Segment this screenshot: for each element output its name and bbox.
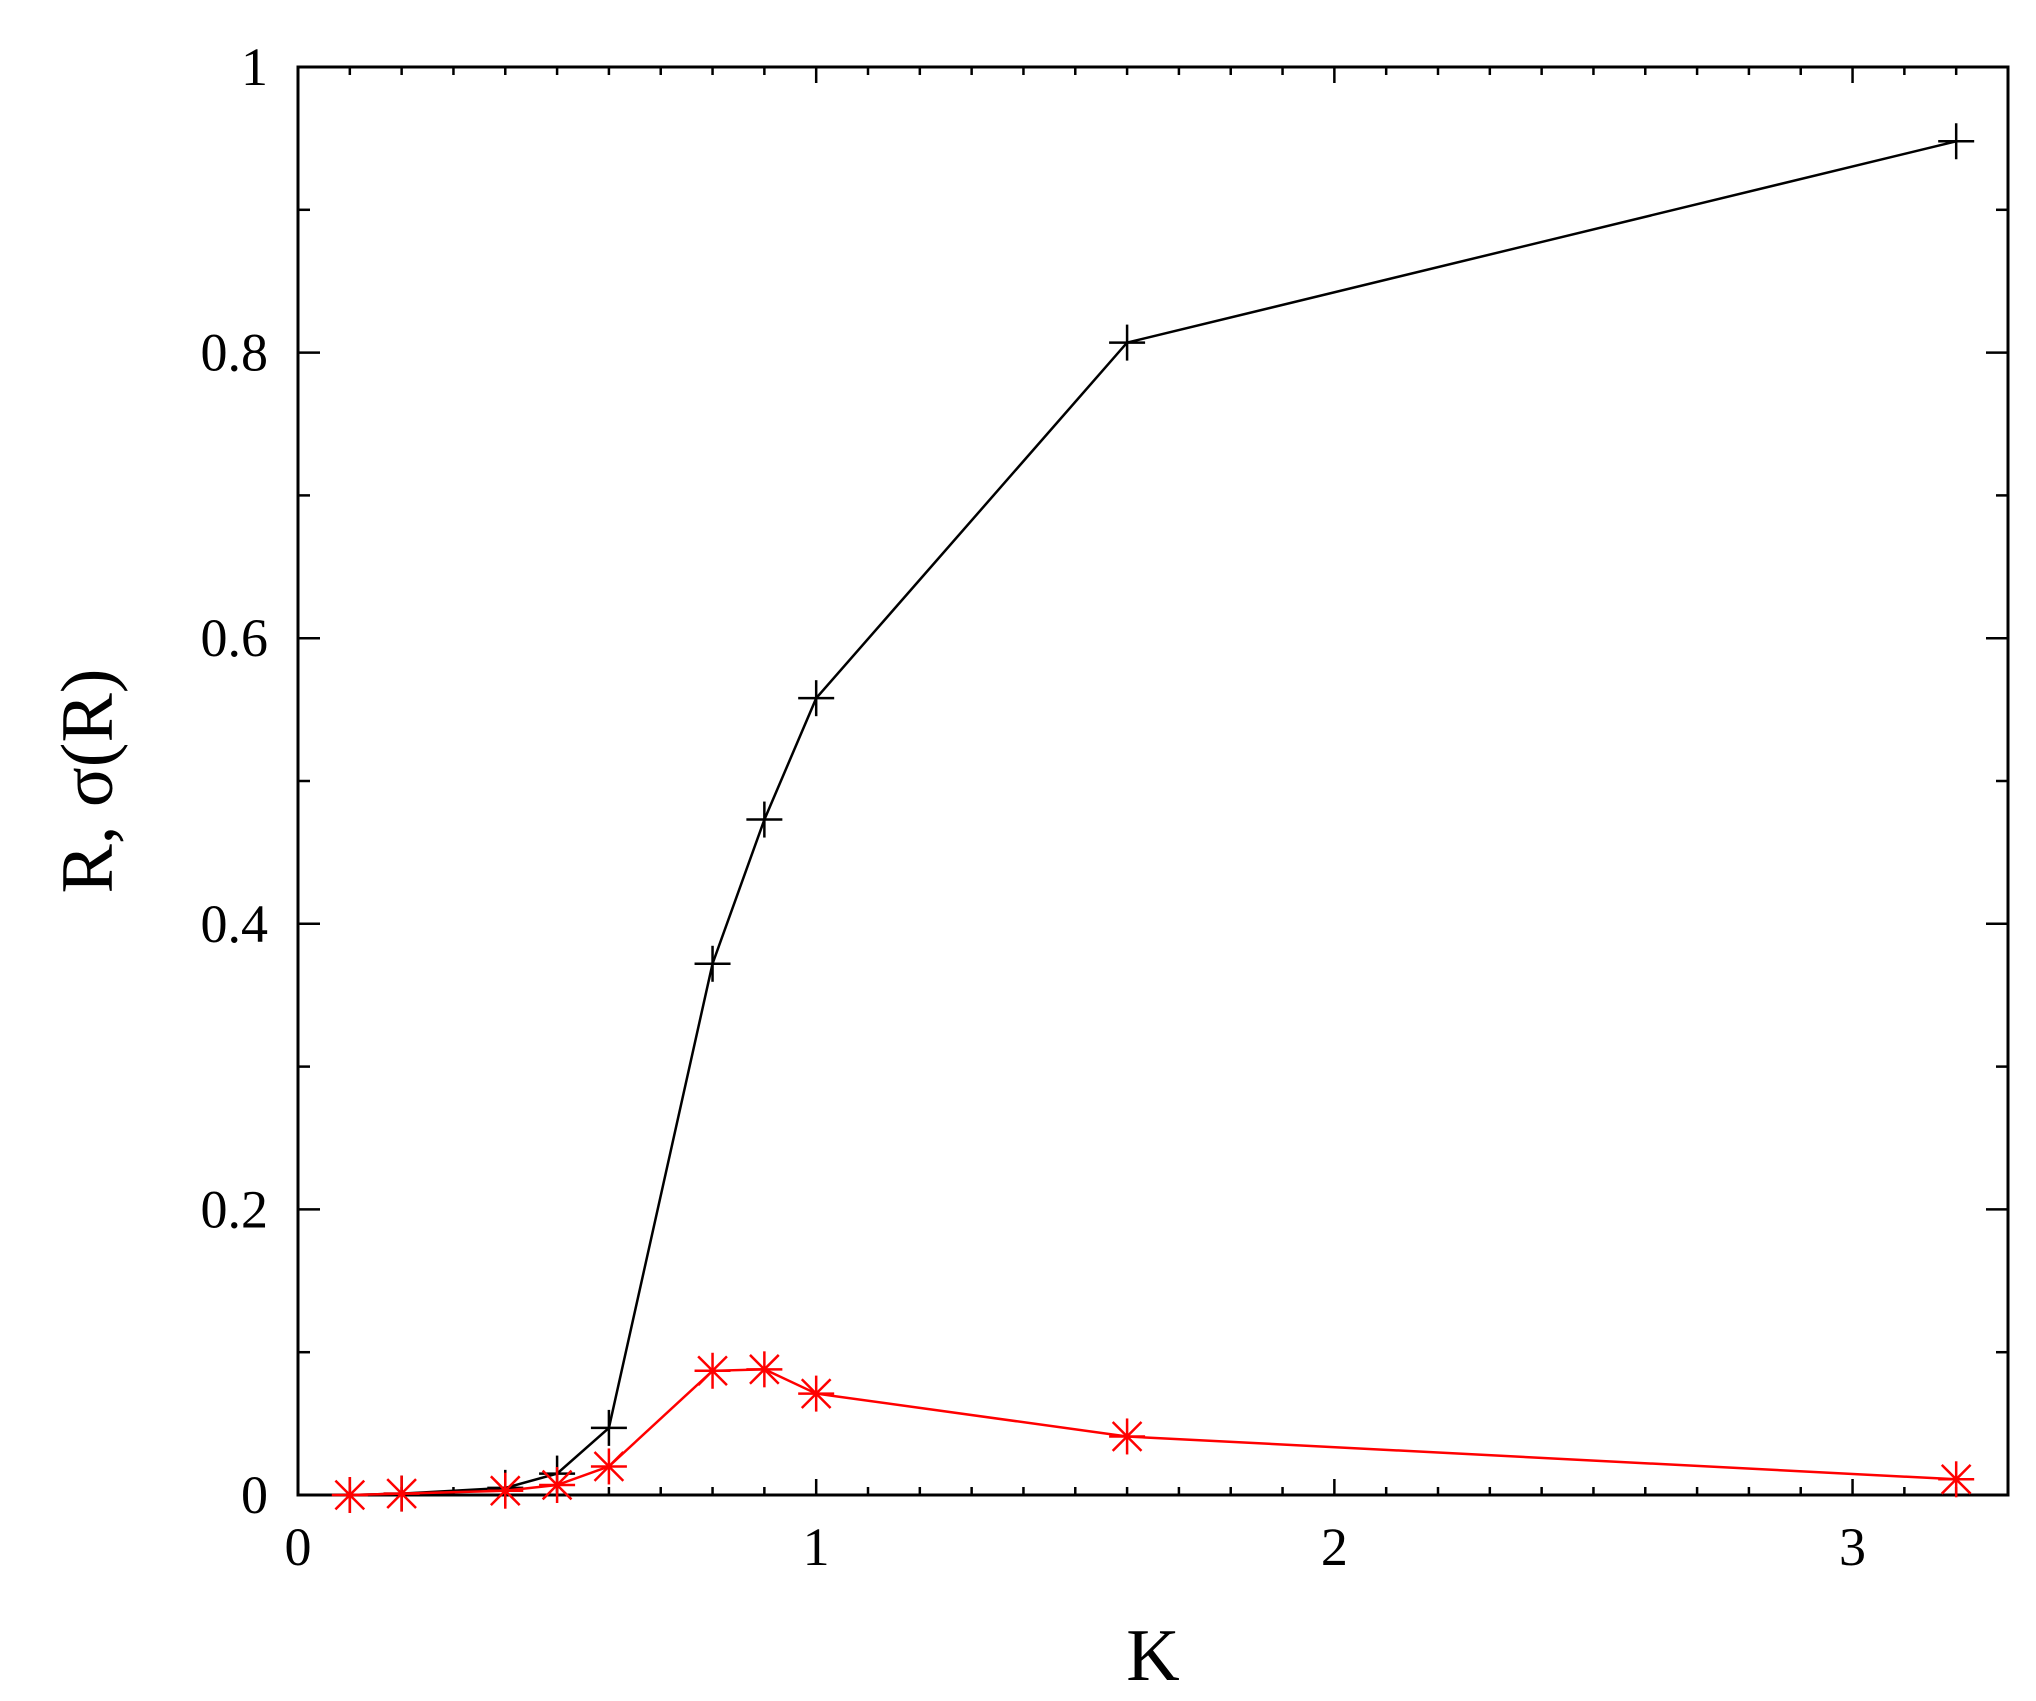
data-point [1109, 1418, 1146, 1455]
data-point [1938, 1461, 1975, 1498]
data-point [1938, 123, 1975, 160]
axis-tick-labels: 0 1 2 3 0 0.2 0.4 0.6 0.8 1 [201, 37, 1867, 1577]
series-2 [331, 1351, 1975, 1513]
x-axis-label: K [1126, 1615, 1179, 1697]
series-1 [331, 123, 1975, 1513]
data-point [694, 1352, 731, 1389]
x-tick-label: 1 [803, 1517, 830, 1577]
y-tick-label: 0.8 [201, 323, 269, 383]
y-tick-label: 0 [241, 1465, 268, 1525]
y-tick-label: 0.6 [201, 608, 269, 668]
axis-ticks [296, 65, 2010, 1497]
series-layer [331, 123, 1975, 1513]
y-axis-label: R, σ(R) [47, 669, 129, 894]
y-tick-label: 0.2 [201, 1179, 269, 1239]
series-line [349, 140, 1957, 1497]
data-point [539, 1467, 576, 1504]
plot-frame [296, 65, 2010, 1497]
data-point [694, 945, 731, 982]
data-point [331, 1477, 368, 1513]
data-point [798, 1375, 835, 1412]
x-tick-label: 3 [1839, 1517, 1866, 1577]
data-point [487, 1472, 524, 1509]
x-tick-label: 2 [1321, 1517, 1348, 1577]
data-point [798, 680, 835, 717]
data-point [746, 1351, 783, 1388]
data-point [590, 1448, 627, 1485]
data-point [746, 801, 783, 838]
data-point [1109, 324, 1146, 361]
y-tick-label: 0.4 [201, 894, 269, 954]
y-tick-label: 1 [241, 37, 268, 97]
x-tick-label: 0 [285, 1517, 312, 1577]
data-point [383, 1475, 420, 1512]
data-point [590, 1409, 627, 1446]
series-line [349, 1368, 1957, 1497]
